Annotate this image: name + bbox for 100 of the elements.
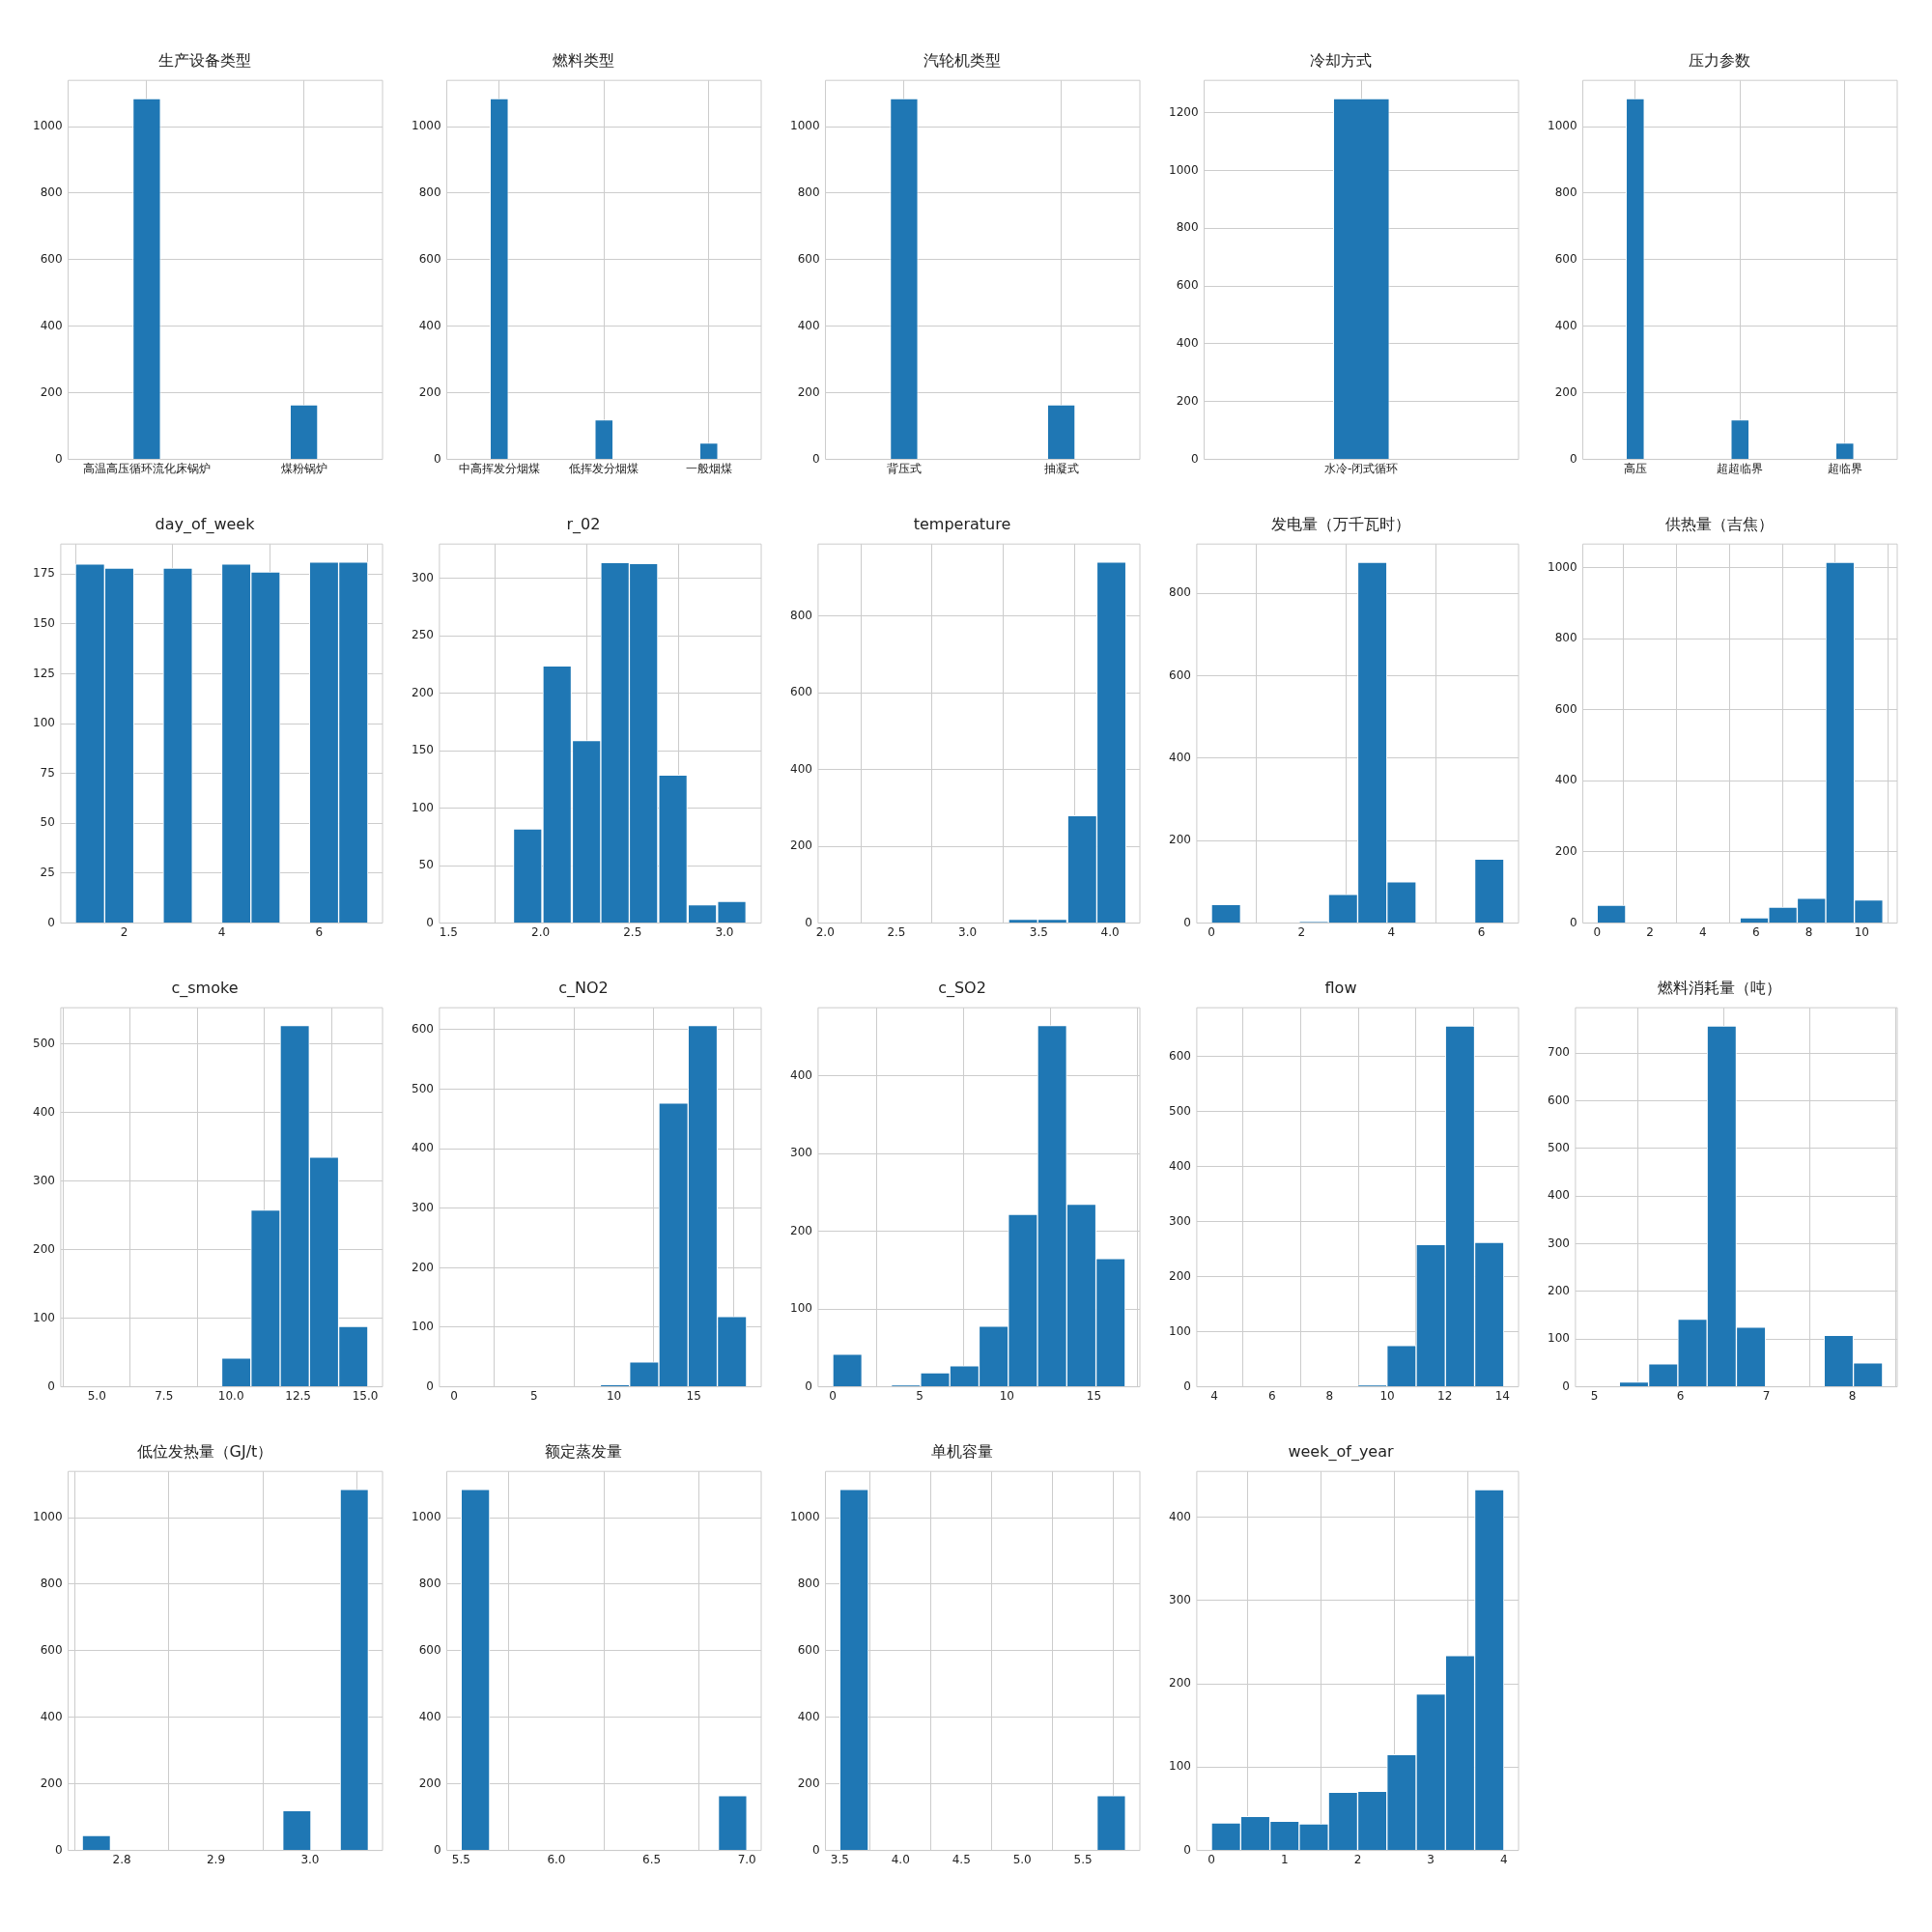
- x-tick-label: 4: [1699, 924, 1707, 939]
- y-tick-label: 400: [1169, 1509, 1191, 1523]
- y-tick-label: 600: [418, 1643, 441, 1658]
- y-tick-label: 200: [1169, 833, 1191, 847]
- x-tick-label: 2.9: [206, 1852, 226, 1866]
- x-tick-label: 高温高压循环流化床锅炉: [82, 461, 211, 475]
- y-tick-label: 0: [811, 1842, 820, 1857]
- x-tick-label: 8: [1848, 1388, 1857, 1403]
- chart-title: 生产设备类型: [158, 50, 251, 70]
- chart-title: 燃料类型: [553, 50, 614, 70]
- x-tick-label: 4.5: [952, 1852, 971, 1866]
- x-tick-label: 0: [829, 1388, 837, 1403]
- y-tick-label: 800: [40, 1577, 63, 1591]
- chart-title: temperature: [913, 514, 1011, 533]
- y-tick-label: 600: [1176, 278, 1199, 293]
- y-tick-label: 300: [790, 1146, 812, 1160]
- x-tick-label: 水冷-闭式循环: [1324, 461, 1399, 475]
- y-tick-label: 200: [1554, 384, 1577, 399]
- x-tick-label: 0: [1208, 1852, 1215, 1866]
- x-tick-label: 2.8: [112, 1852, 131, 1866]
- x-tick-label: 2: [1646, 924, 1654, 939]
- x-tick-label: 5.5: [451, 1852, 470, 1866]
- x-tick-label: 超超临界: [1717, 461, 1764, 475]
- y-tick-label: 1000: [32, 1510, 63, 1524]
- x-tick-label: 12: [1437, 1388, 1453, 1403]
- y-tick-label: 0: [433, 451, 441, 466]
- y-tick-label: 600: [1169, 1048, 1191, 1063]
- x-tick-label: 2: [1297, 924, 1306, 939]
- y-tick-label: 100: [1548, 1331, 1570, 1346]
- y-tick-label: 500: [1548, 1140, 1570, 1154]
- y-tick-label: 100: [1169, 1323, 1191, 1338]
- x-tick-label: 4: [1500, 1852, 1508, 1866]
- y-tick-label: 800: [1554, 185, 1577, 200]
- x-tick-label: 10: [606, 1388, 622, 1403]
- x-tick-label: 5: [1590, 1388, 1599, 1403]
- chart-title: 压力参数: [1689, 50, 1750, 70]
- x-tick-label: 2.5: [623, 924, 642, 939]
- y-tick-label: 200: [797, 1776, 820, 1790]
- chart-title: c_NO2: [558, 978, 609, 998]
- x-tick-label: 5: [529, 1388, 538, 1403]
- x-tick-label: 4: [217, 924, 226, 939]
- x-tick-label: 8: [1804, 924, 1813, 939]
- y-tick-label: 1000: [789, 1510, 820, 1524]
- x-tick-label: 7.0: [737, 1852, 756, 1866]
- x-tick-label: 抽凝式: [1043, 461, 1079, 475]
- y-tick-label: 800: [1176, 220, 1199, 235]
- y-tick-label: 0: [1562, 1378, 1570, 1393]
- y-tick-label: 0: [1569, 451, 1577, 466]
- y-tick-label: 500: [33, 1036, 55, 1050]
- y-tick-label: 50: [40, 815, 55, 830]
- chart-title: 汽轮机类型: [923, 50, 1001, 70]
- y-tick-label: 0: [47, 915, 55, 929]
- x-tick-label: 3.0: [715, 924, 734, 939]
- y-tick-label: 600: [40, 252, 63, 267]
- y-tick-label: 400: [1176, 336, 1199, 351]
- y-tick-label: 200: [1548, 1284, 1570, 1298]
- x-tick-label: 7.5: [155, 1388, 174, 1403]
- chart-title: 单机容量: [931, 1441, 993, 1461]
- y-tick-label: 200: [790, 1223, 812, 1237]
- y-tick-label: 100: [790, 1301, 812, 1316]
- y-tick-label: 200: [418, 1776, 441, 1790]
- y-tick-label: 800: [1169, 585, 1191, 600]
- y-tick-label: 0: [426, 1378, 434, 1393]
- y-tick-label: 200: [1176, 393, 1199, 408]
- y-tick-label: 200: [1169, 1268, 1191, 1283]
- x-tick-label: 煤粉锅炉: [280, 461, 327, 475]
- chart-title: week_of_year: [1288, 1441, 1394, 1462]
- y-tick-label: 600: [40, 1643, 63, 1658]
- x-tick-label: 0: [1208, 924, 1215, 939]
- x-tick-label: 5.0: [1012, 1852, 1032, 1866]
- y-tick-label: 400: [790, 761, 812, 776]
- y-tick-label: 300: [412, 571, 434, 584]
- x-tick-label: 超临界: [1827, 461, 1862, 475]
- x-tick-label: 12.5: [285, 1388, 311, 1403]
- y-tick-label: 0: [811, 451, 820, 466]
- y-tick-label: 700: [1548, 1045, 1570, 1060]
- y-tick-label: 600: [797, 252, 820, 267]
- y-tick-label: 0: [54, 1842, 63, 1857]
- y-tick-label: 0: [1183, 1842, 1191, 1857]
- y-tick-label: 600: [1548, 1093, 1570, 1107]
- y-tick-label: 1000: [789, 119, 820, 133]
- x-tick-label: 2: [120, 924, 128, 939]
- chart-title: 额定蒸发量: [545, 1441, 622, 1461]
- x-tick-label: 6: [1477, 924, 1486, 939]
- y-tick-label: 0: [433, 1842, 441, 1857]
- y-tick-label: 300: [1169, 1593, 1191, 1606]
- y-tick-label: 500: [1169, 1103, 1191, 1118]
- x-tick-label: 5.5: [1073, 1852, 1093, 1866]
- y-tick-label: 0: [1190, 451, 1199, 466]
- x-tick-label: 背压式: [886, 461, 922, 475]
- y-tick-label: 400: [412, 1141, 434, 1155]
- x-tick-label: 4.0: [891, 1852, 910, 1866]
- y-tick-label: 150: [412, 743, 434, 757]
- x-tick-label: 低挥发分烟煤: [569, 461, 639, 475]
- x-tick-label: 6: [315, 924, 324, 939]
- y-tick-label: 0: [1183, 915, 1191, 929]
- y-tick-label: 100: [33, 1310, 55, 1324]
- y-tick-label: 200: [40, 1776, 63, 1790]
- y-tick-label: 75: [40, 765, 55, 780]
- y-tick-label: 400: [1169, 750, 1191, 764]
